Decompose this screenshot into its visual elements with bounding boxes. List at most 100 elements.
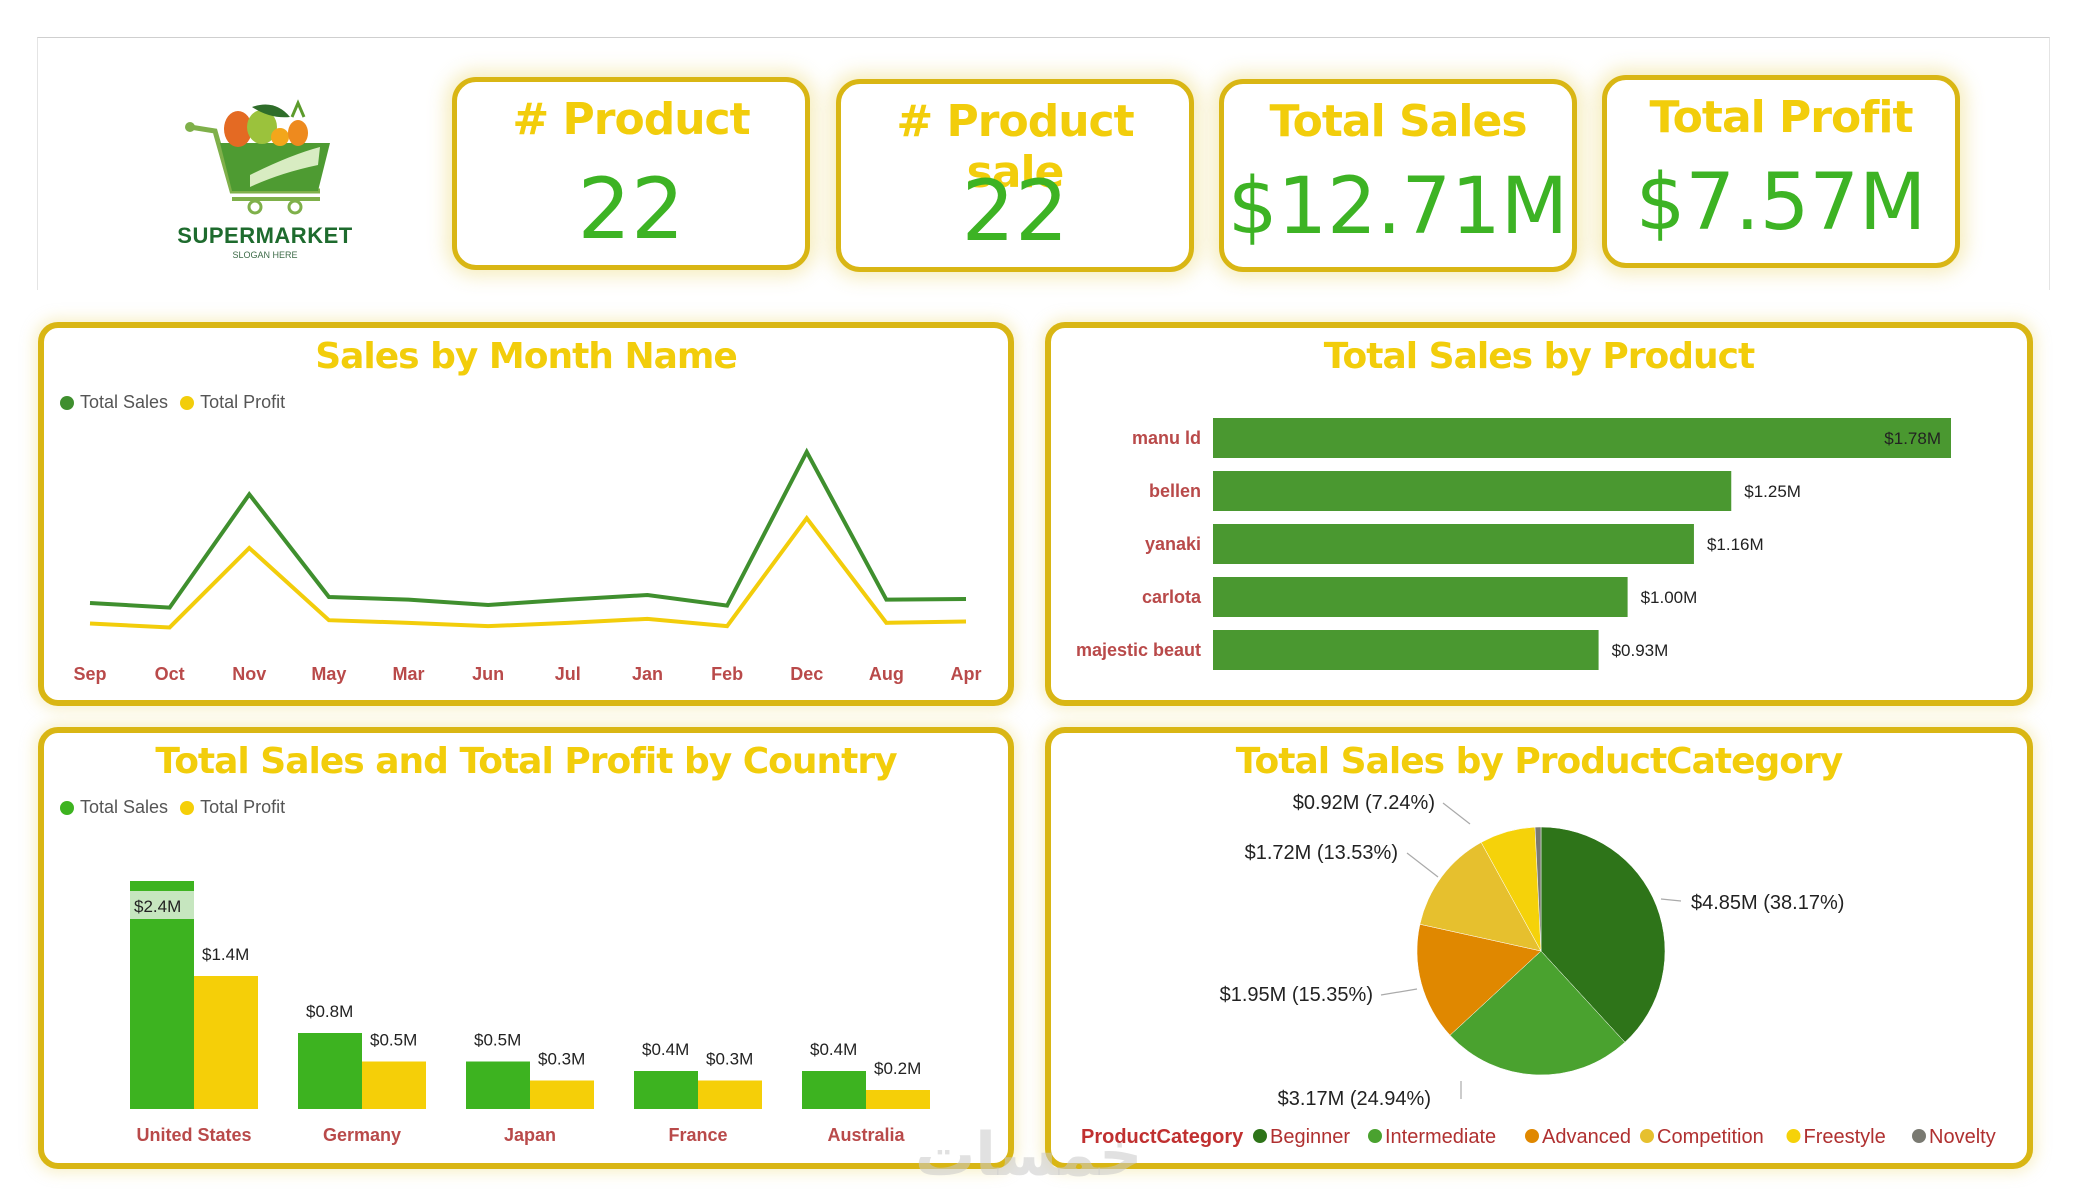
legend-marker-novelty [1912,1129,1926,1143]
kpi-value: 22 [961,162,1069,260]
legend-marker-total-sales [60,395,74,410]
x-tick-label: Jul [555,664,581,684]
legend-marker-intermediate [1368,1129,1382,1143]
data-label: $0.5M [474,1031,521,1050]
bar-total-profit[interactable] [866,1090,930,1109]
data-label: $0.4M [810,1040,857,1059]
x-tick-label: Mar [393,664,425,684]
legend-marker-total-profit [180,395,195,410]
kpi-label: Total Profit [1649,92,1914,143]
legend-label[interactable]: Advanced [1542,1126,1631,1148]
x-tick-label: Nov [232,664,266,684]
leader-line [1380,988,1418,996]
pie-slice-advanced[interactable] [1416,923,1542,1036]
x-tick-label: France [668,1125,727,1145]
legend-label[interactable]: Beginner [1270,1126,1350,1148]
x-tick-label: Oct [155,664,185,684]
leader-line [1660,898,1682,902]
series-line-total-profit[interactable] [89,514,967,630]
slice-data-label: $1.95M (15.35%) [1220,984,1373,1006]
legend-label: Total Sales [80,797,169,817]
kpi-label: Total Sales [1269,96,1527,147]
slice-data-label: $4.85M (38.17%) [1691,892,1844,914]
x-tick-label: Germany [323,1125,401,1145]
data-label: $0.3M [706,1050,753,1069]
legend-label: Total Profit [200,797,286,817]
watermark: خمسات [915,1120,1143,1190]
legend-label[interactable]: Competition [1657,1126,1764,1148]
kpi-card-product-sale: # Product sale 22 [836,79,1194,272]
legend-marker-beginner [1253,1129,1267,1143]
bar[interactable] [1213,418,1951,458]
legend-label[interactable]: Freestyle [1804,1126,1886,1148]
x-tick-label: Jun [472,664,504,684]
data-label: $2.4M [134,897,181,916]
legend-label: Total Sales [80,392,169,412]
legend-marker-competition [1640,1129,1654,1143]
slice-data-label: $1.72M (13.53%) [1245,842,1398,864]
kpi-card-product-count: # Product 22 [452,77,810,270]
data-label-background [130,891,194,919]
legend-label: Total Profit [200,392,286,412]
x-tick-label: Australia [827,1125,905,1145]
bar[interactable] [1213,471,1732,511]
data-label: $1.4M [202,945,249,964]
kpi-value: 22 [577,160,685,258]
x-tick-label: Dec [790,664,823,684]
y-tick-label: yanaki [1145,534,1201,554]
y-tick-label: carlota [1142,587,1202,607]
legend-label[interactable]: Intermediate [1385,1126,1496,1148]
data-label: $1.16M [1707,535,1764,554]
chart-legend: Total Sales Total Profit [60,797,291,818]
bar-total-sales[interactable] [802,1071,866,1109]
panel-sales-by-category: Total Sales by ProductCategory $4.85M (3… [1045,727,2033,1169]
leader-line [1442,802,1471,825]
bar-total-sales[interactable] [466,1061,530,1110]
bar-total-profit[interactable] [362,1061,426,1110]
brand-name: SUPERMARKET [177,223,353,248]
bar[interactable] [1213,577,1628,617]
pie-slice-beginner[interactable] [1540,826,1666,1043]
legend-marker-total-profit [180,800,195,815]
y-tick-label: bellen [1149,481,1201,501]
kpi-card-total-sales: Total Sales $12.71M [1219,79,1577,272]
bar-total-sales[interactable] [634,1071,698,1109]
panel-sales-by-product: Total Sales by Product manu ld $1.78M bell… [1045,322,2033,706]
bar-total-profit[interactable] [698,1080,762,1110]
horizontal-bar-chart: manu ld $1.78M bellen $1.25M yanaki $1.16M car… [1076,418,1951,670]
kpi-card-total-profit: Total Profit $7.57M [1602,75,1960,268]
kpi-label: # Product sale [896,96,1134,198]
data-label: $0.2M [874,1059,921,1078]
shopping-cart-with-fruits-icon [185,99,330,215]
chart-title: Total Sales and Total Profit by Country [155,741,897,782]
bar-total-profit[interactable] [530,1080,594,1110]
leader-line [1406,852,1439,878]
pie-slice-intermediate[interactable] [1449,950,1626,1076]
bar-total-sales[interactable] [298,1033,362,1109]
y-tick-label: majestic beaut [1076,640,1201,660]
data-label: $0.4M [642,1040,689,1059]
data-label: $1.00M [1641,588,1698,607]
data-label: $0.3M [538,1050,585,1069]
data-label: $0.8M [306,1002,353,1021]
x-tick-label: May [311,664,346,684]
chart-title: Total Sales by Product [1323,336,1755,377]
chart-title: Total Sales by ProductCategory [1235,741,1843,782]
legend-label[interactable]: Novelty [1929,1126,1996,1148]
x-tick-label: Sep [73,664,106,684]
bar[interactable] [1213,630,1599,670]
legend-marker-advanced [1525,1129,1539,1143]
bar-total-profit[interactable] [194,976,258,1109]
chart-title: Sales by Month Name [315,336,738,377]
series-line-total-sales[interactable] [89,447,967,610]
x-tick-label: Feb [711,664,743,684]
panel-sales-by-month: Sales by Month Name Total Sales Total Pr… [38,322,1014,706]
pie-slice-competition[interactable] [1419,842,1542,952]
bar[interactable] [1213,524,1694,564]
brand-logo: SUPERMARKET SLOGAN HERE [170,95,360,270]
x-tick-label: Aug [869,664,904,684]
x-tick-label: United States [136,1125,251,1145]
pie-slice-novelty[interactable] [1534,826,1542,952]
data-label: $1.78M [1884,429,1941,448]
x-tick-label: Jan [632,664,663,684]
